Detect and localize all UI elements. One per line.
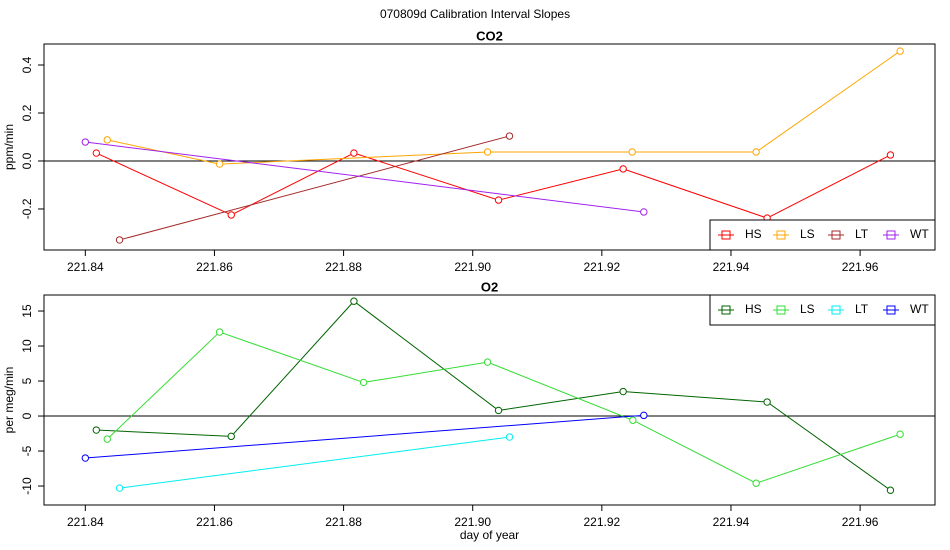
point — [640, 208, 648, 216]
point — [359, 378, 368, 387]
point — [886, 151, 895, 159]
point — [115, 236, 124, 244]
point — [215, 160, 224, 168]
legend-swatch — [886, 230, 896, 240]
x-tick-label: 221.84 — [67, 260, 104, 274]
plot-frame — [43, 43, 936, 251]
y-tick-label: 0.2 — [20, 104, 34, 121]
point — [350, 149, 358, 157]
point — [81, 138, 90, 146]
x-tick-label: 221.84 — [67, 515, 104, 529]
point — [81, 454, 90, 462]
panel-title: O2 — [481, 279, 498, 294]
x-tick-label: 221.92 — [583, 260, 620, 274]
series-line — [119, 135, 510, 241]
point — [886, 486, 895, 494]
x-tick-label: 221.96 — [842, 515, 879, 529]
legend-label: LT — [855, 227, 869, 241]
x-tick-label: 221.94 — [713, 260, 750, 274]
point — [227, 211, 235, 219]
legend-box — [709, 219, 936, 251]
y-tick-label: 15 — [20, 304, 34, 318]
x-tick-label: 221.96 — [842, 260, 879, 274]
x-tick-label: 221.86 — [196, 260, 233, 274]
point — [494, 196, 503, 204]
point — [350, 297, 358, 305]
point — [483, 358, 492, 366]
y-tick-label: 0 — [20, 412, 34, 419]
legend-label: LS — [800, 227, 815, 241]
y-tick-label: 5 — [20, 377, 34, 384]
x-tick-label: 221.88 — [325, 260, 362, 274]
point — [505, 433, 514, 441]
point — [640, 411, 648, 420]
point — [752, 148, 760, 156]
legend-swatch — [886, 305, 896, 315]
point — [752, 479, 760, 487]
legend-swatch — [776, 305, 786, 315]
point — [628, 148, 636, 156]
legend-swatch — [721, 230, 731, 240]
point — [629, 416, 637, 424]
point — [215, 328, 224, 336]
legend-label: WT — [910, 227, 929, 241]
point — [92, 426, 100, 434]
y-axis-label: per meg/min — [2, 367, 16, 434]
y-axis-label: ppm/min — [2, 124, 16, 170]
point — [619, 165, 627, 173]
legend-swatch — [831, 230, 841, 240]
x-tick-label: 221.92 — [583, 515, 620, 529]
panel-title: CO2 — [476, 28, 503, 43]
x-tick-label: 221.90 — [454, 260, 491, 274]
y-tick-label: 10 — [20, 339, 34, 353]
x-tick-label: 221.94 — [713, 515, 750, 529]
series-line — [85, 141, 644, 213]
legend-label: HS — [745, 227, 762, 241]
y-tick-label: -10 — [20, 477, 34, 495]
legend-swatch — [721, 305, 731, 315]
x-tick-label: 221.90 — [454, 515, 491, 529]
legend-label: HS — [745, 302, 762, 316]
point — [505, 132, 514, 140]
legend-label: WT — [910, 302, 929, 316]
legend-swatch — [776, 230, 786, 240]
point — [494, 406, 503, 415]
legend-label: LS — [800, 302, 815, 316]
point — [896, 430, 904, 438]
y-tick-label: 0.4 — [20, 56, 34, 73]
series-line — [96, 300, 891, 491]
series-line — [119, 436, 510, 489]
plot-frame — [43, 294, 936, 506]
page-title: 070809d Calibration Interval Slopes — [380, 7, 570, 21]
y-tick-label: -0.2 — [20, 198, 34, 219]
legend-label: LT — [855, 302, 869, 316]
point — [115, 484, 124, 492]
point — [483, 148, 492, 156]
point — [92, 149, 100, 157]
series-line — [85, 414, 644, 459]
y-tick-label: -5 — [20, 445, 34, 456]
legend-box — [709, 294, 936, 326]
series-line — [106, 331, 901, 484]
series-line — [107, 50, 901, 165]
y-tick-label: 0.0 — [20, 152, 34, 169]
x-axis-label: day of year — [460, 528, 519, 542]
legend-swatch — [831, 305, 841, 315]
point — [103, 136, 111, 144]
point — [763, 398, 771, 406]
x-tick-label: 221.88 — [325, 515, 362, 529]
point — [103, 435, 111, 443]
point — [227, 432, 235, 441]
point — [896, 47, 904, 55]
point — [619, 387, 627, 396]
x-tick-label: 221.86 — [196, 515, 233, 529]
